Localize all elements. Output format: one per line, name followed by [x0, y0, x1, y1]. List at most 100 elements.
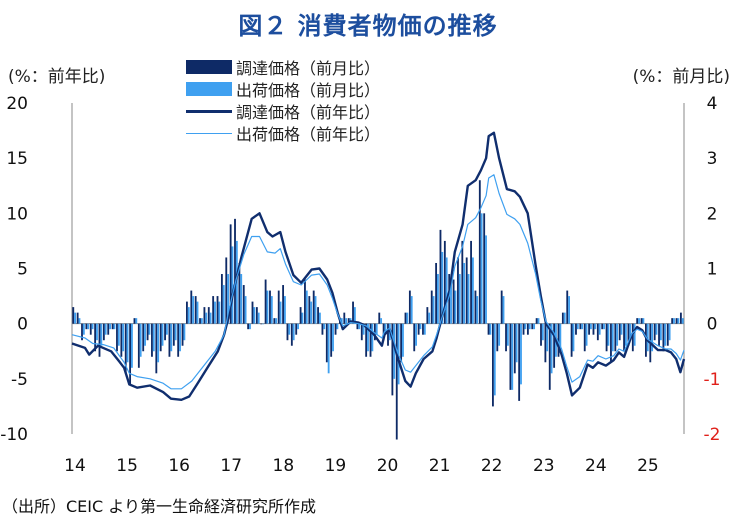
bar-import-mom	[452, 279, 455, 324]
bar-import-mom	[631, 323, 634, 352]
bar-import-mom	[653, 323, 656, 341]
bar-import-mom	[81, 323, 83, 341]
chart-legend: 調達価格（前月比） 出荷価格（前月比） 調達価格（前年比） 出荷価格（前年比）	[186, 56, 380, 144]
bar-import-mom	[321, 323, 324, 335]
bar-export-mom	[590, 323, 592, 330]
bar-export-mom	[423, 323, 426, 335]
bar-import-mom	[417, 323, 420, 335]
bar-import-mom	[369, 323, 372, 357]
bar-export-mom	[183, 323, 186, 341]
bar-export-mom	[78, 318, 81, 324]
bar-export-mom	[284, 296, 286, 324]
bar-import-mom	[395, 323, 398, 440]
bar-export-mom	[345, 318, 348, 324]
bar-import-mom	[579, 323, 582, 330]
bar-export-mom	[393, 323, 396, 379]
left-tick-label: 10	[6, 204, 28, 224]
line-export-yoy	[71, 174, 685, 390]
bar-import-mom	[242, 285, 245, 324]
bar-import-mom	[382, 323, 385, 341]
bar-export-mom	[568, 296, 570, 324]
legend-label-import-mom: 調達価格（前月比）	[236, 59, 381, 78]
bar-import-mom	[190, 290, 193, 324]
bar-import-mom	[216, 296, 219, 324]
bar-export-mom	[275, 318, 278, 324]
bar-export-mom	[218, 301, 221, 324]
bar-export-mom	[681, 318, 684, 324]
bar-import-mom	[553, 323, 556, 368]
right-tick-label: 0	[707, 315, 718, 335]
bar-export-mom	[458, 274, 461, 324]
bar-export-mom	[292, 323, 295, 341]
bar-import-mom	[330, 323, 333, 357]
bar-import-mom	[334, 323, 337, 335]
bar-export-mom	[471, 257, 474, 324]
bar-import-mom	[443, 240, 446, 324]
bar-export-mom	[131, 323, 133, 368]
bar-import-mom	[286, 323, 289, 341]
bar-import-mom	[72, 307, 75, 324]
bar-import-mom	[557, 323, 560, 357]
bar-import-mom	[526, 323, 529, 335]
x-tick-label: 25	[637, 456, 659, 476]
bar-export-mom	[668, 323, 671, 341]
bar-import-mom	[627, 323, 630, 346]
bar-import-mom	[120, 323, 123, 357]
bar-import-mom	[522, 323, 525, 335]
bar-export-mom	[310, 301, 313, 324]
bar-export-mom	[467, 274, 470, 324]
bar-import-mom	[408, 290, 411, 324]
bar-export-mom	[148, 323, 151, 335]
bar-import-mom	[505, 323, 507, 352]
bar-export-mom	[432, 296, 435, 324]
bar-import-mom	[282, 285, 285, 324]
x-tick-label: 20	[377, 456, 399, 476]
bar-export-mom	[655, 323, 658, 335]
legend-item-import-yoy: 調達価格（前年比）	[186, 100, 380, 122]
bar-import-mom	[181, 323, 184, 346]
x-tick-label: 17	[220, 456, 242, 476]
bar-export-mom	[244, 296, 247, 324]
bar-import-mom	[295, 323, 298, 335]
bar-export-mom	[659, 323, 662, 341]
bar-import-mom	[610, 323, 612, 363]
bar-export-mom	[476, 296, 479, 324]
bar-import-mom	[588, 323, 591, 335]
bar-export-mom	[572, 323, 575, 352]
bar-export-mom	[270, 296, 273, 324]
right-tick-label: 1	[707, 260, 718, 280]
bar-import-mom	[474, 290, 477, 324]
bar-import-mom	[151, 323, 153, 357]
bar-export-mom	[340, 318, 343, 324]
bar-export-mom	[301, 312, 304, 324]
bar-export-mom	[520, 323, 522, 385]
bar-import-mom	[98, 323, 101, 357]
bar-import-mom	[583, 323, 586, 352]
bar-import-mom	[102, 323, 105, 341]
bar-export-mom	[157, 323, 160, 363]
bar-import-mom	[378, 312, 381, 324]
bar-import-mom	[273, 318, 276, 324]
bar-import-mom	[352, 301, 354, 324]
bar-import-mom	[483, 213, 486, 324]
bar-import-mom	[487, 323, 490, 335]
bar-export-mom	[528, 323, 531, 330]
bar-import-mom	[159, 323, 162, 352]
bar-export-mom	[144, 323, 146, 346]
bar-import-mom	[155, 323, 158, 374]
bar-import-mom	[129, 323, 132, 385]
bar-export-mom	[209, 312, 212, 324]
bar-import-mom	[212, 296, 215, 324]
left-tick-label: 5	[17, 260, 28, 280]
legend-label-export-yoy: 出荷価格（前年比）	[236, 125, 381, 144]
bar-export-mom	[214, 301, 216, 324]
bar-import-mom	[513, 323, 516, 374]
legend-swatch-export-mom	[186, 82, 232, 96]
bar-import-mom	[448, 274, 451, 324]
bar-import-mom	[199, 318, 201, 324]
bar-export-mom	[314, 296, 317, 324]
bar-export-mom	[450, 285, 452, 324]
bar-export-mom	[235, 240, 238, 324]
bar-export-mom	[415, 323, 417, 346]
bar-import-mom	[636, 318, 639, 324]
